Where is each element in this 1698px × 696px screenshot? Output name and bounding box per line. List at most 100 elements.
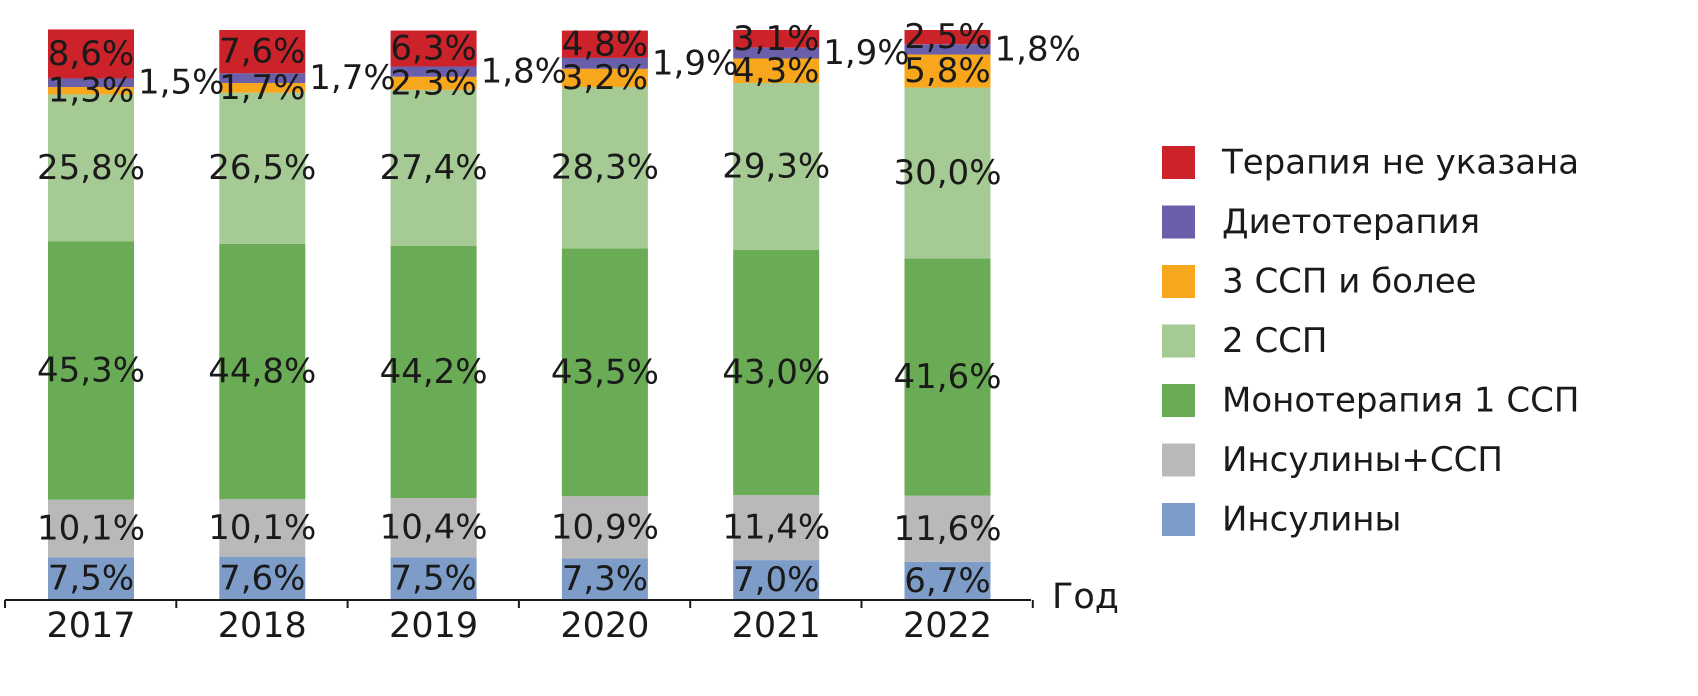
segment-label-2017-диетотерапия: 1,5% — [138, 63, 224, 103]
segment-label-2019-инсулины-ссп: 10,4% — [380, 508, 488, 548]
segment-label-2021-2-ссп: 29,3% — [722, 147, 830, 187]
bar-2018-3-ссп-и-более — [219, 83, 306, 93]
bar-2021-инсулины-ссп — [733, 495, 820, 561]
x-tick-label-2022: 2022 — [903, 606, 992, 646]
bar-2021-инсулины — [733, 560, 820, 600]
x-tick-label-2017: 2017 — [46, 606, 135, 646]
segment-label-2020-монотерапия-1-ссп: 43,5% — [551, 352, 659, 392]
bar-2022-терапия-не-указана — [904, 30, 991, 45]
bar-2022-2-ссп — [904, 87, 991, 259]
bar-2018-монотерапия-1-ссп — [219, 243, 306, 500]
legend: Терапия не указана Диетотерапия 3 ССП и бо… — [1162, 143, 1579, 540]
bar-2020-3-ссп-и-более — [561, 68, 648, 87]
legend-swatch-инсулины — [1162, 503, 1195, 536]
legend-label-2-ссп: 2 ССП — [1222, 321, 1328, 361]
segment-label-2021-3-ссп-и-более: 4,3% — [733, 51, 819, 91]
bar-2017-монотерапия-1-ссп — [48, 241, 134, 500]
bar-2021-монотерапия-1-ссп — [733, 250, 820, 496]
segment-label-2018-2-ссп: 26,5% — [208, 148, 316, 188]
segment-label-2017-инсулины-ссп: 10,1% — [37, 508, 145, 548]
bar-2022-инсулины-ссп — [904, 495, 991, 562]
legend-label-инсулины: Инсулины — [1222, 500, 1401, 540]
legend-swatch-2-ссп — [1162, 324, 1195, 358]
segment-label-2021-терапия-не-указана: 3,1% — [733, 19, 819, 59]
bar-2020-инсулины — [561, 558, 648, 600]
bar-2021-диетотерапия — [733, 47, 820, 59]
x-tick-label-2018: 2018 — [218, 606, 307, 646]
segment-label-2019-2-ссп: 27,4% — [380, 148, 488, 188]
segment-label-2021-инсулины-ссп: 11,4% — [722, 508, 830, 548]
bar-2018-терапия-не-указана — [219, 30, 306, 74]
segment-label-2022-монотерапия-1-ссп: 41,6% — [893, 357, 1001, 397]
legend-swatch-инсулины-ссп — [1162, 443, 1195, 477]
bar-2022-3-ссп-и-более — [904, 54, 991, 88]
bar-2020-монотерапия-1-ссп — [561, 248, 648, 497]
segment-label-2020-2-ссп: 28,3% — [551, 148, 659, 188]
bar-2022-диетотерапия — [904, 44, 991, 55]
segment-label-2020-3-ссп-и-более: 3,2% — [562, 58, 648, 98]
bar-2019-монотерапия-1-ссп — [390, 246, 477, 498]
segment-label-2018-терапия-не-указана: 7,6% — [219, 32, 305, 72]
segment-label-2019-монотерапия-1-ссп: 44,2% — [380, 352, 488, 392]
bar-2018-2-ссп — [219, 92, 306, 244]
bar-2017-диетотерапия — [48, 78, 134, 87]
bar-2019-инсулины-ссп — [390, 497, 477, 558]
segment-label-2022-терапия-не-указана: 2,5% — [904, 17, 990, 57]
legend-swatch-монотерапия-1-ссп — [1162, 384, 1195, 417]
bar-2018-диетотерапия — [219, 73, 306, 84]
segment-label-2018-инсулины-ссп: 10,1% — [208, 508, 316, 548]
bar-2019-3-ссп-и-более — [390, 76, 477, 90]
bar-2017-терапия-не-указана — [48, 29, 134, 79]
segment-label-2021-монотерапия-1-ссп: 43,0% — [722, 353, 830, 393]
segment-label-2018-3-ссп-и-более: 1,7% — [219, 68, 305, 108]
bar-2021-2-ссп — [733, 83, 820, 251]
x-tick-label-2019: 2019 — [389, 606, 478, 646]
x-axis: 2017 2018 2019 2020 2021 2022 Год — [4, 577, 1119, 646]
legend-swatch-диетотерапия — [1162, 205, 1195, 239]
segment-label-2018-инсулины: 7,6% — [219, 558, 305, 598]
segment-label-2022-2-ссп: 30,0% — [893, 153, 1001, 193]
segment-label-2022-инсулины-ссп: 11,6% — [893, 509, 1001, 549]
segment-labels-layer: 7,5% 10,1% 45,3% 25,8% 1,3% 1,5%8,6% 7,6% 10,1%… — [37, 17, 1081, 601]
segment-label-2019-терапия-не-указана: 6,3% — [390, 29, 476, 69]
legend-label-терапия-не-указана: Терапия не указана — [1221, 143, 1579, 183]
segment-label-2018-диетотерапия: 1,7% — [309, 58, 395, 98]
bar-2022-монотерапия-1-ссп — [904, 258, 991, 496]
bar-2021-терапия-не-указана — [733, 30, 820, 48]
bar-2019-терапия-не-указана — [390, 30, 477, 67]
segment-label-2022-диетотерапия: 1,8% — [995, 29, 1081, 69]
bar-2017-инсулины-ссп — [48, 499, 134, 558]
bar-2020-инсулины-ссп — [561, 496, 648, 559]
segment-label-2020-инсулины-ссп: 10,9% — [551, 507, 659, 547]
segment-label-2022-3-ссп-и-более: 5,8% — [904, 51, 990, 91]
segment-label-2017-инсулины: 7,5% — [48, 559, 134, 599]
segment-label-2019-инсулины: 7,5% — [390, 559, 476, 599]
bars-layer — [48, 29, 991, 600]
legend-label-монотерапия-1-ссп: Монотерапия 1 ССП — [1222, 381, 1579, 421]
bar-2019-2-ссп — [390, 89, 477, 247]
bar-2020-терапия-не-указана — [561, 30, 648, 58]
segment-label-2020-терапия-не-указана: 4,8% — [562, 24, 648, 64]
bar-2019-инсулины — [390, 557, 477, 600]
x-tick-label-2021: 2021 — [732, 606, 821, 646]
segment-label-2021-диетотерапия: 1,9% — [823, 33, 909, 73]
segment-label-2022-инсулины: 6,7% — [904, 561, 990, 601]
bar-2017-инсулины — [48, 557, 134, 600]
segment-label-2020-диетотерапия: 1,9% — [652, 43, 738, 83]
legend-swatch-терапия-не-указана — [1162, 146, 1195, 179]
bar-2017-3-ссп-и-более — [48, 87, 134, 95]
bar-2019-диетотерапия — [390, 66, 477, 77]
bar-2018-инсулины-ссп — [219, 499, 306, 557]
bar-2018-инсулины — [219, 556, 306, 600]
segment-label-2018-монотерапия-1-ссп: 44,8% — [208, 351, 316, 391]
legend-label-3-ссп-и-более: 3 ССП и более — [1222, 262, 1477, 302]
segment-label-2017-2-ссп: 25,8% — [37, 148, 145, 188]
legend-label-инсулины-ссп: Инсулины+ССП — [1222, 440, 1503, 480]
bar-2022-инсулины — [904, 561, 991, 600]
bar-2021-3-ссп-и-более — [733, 58, 820, 84]
x-axis-title: Год — [1052, 577, 1119, 617]
bar-2017-2-ссп — [48, 94, 134, 242]
segment-label-2017-3-ссп-и-более: 1,3% — [48, 71, 134, 111]
bar-2020-2-ссп — [561, 87, 648, 249]
